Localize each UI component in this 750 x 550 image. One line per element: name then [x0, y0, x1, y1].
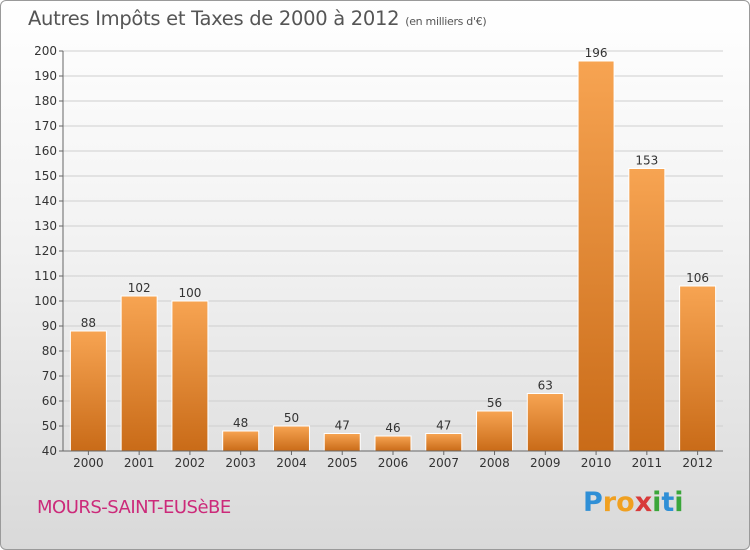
bar-2011 [628, 168, 666, 452]
x-tick-label-2012: 2012 [682, 456, 713, 470]
x-tick-label-2009: 2009 [530, 456, 561, 470]
logo-letter: P [583, 487, 603, 518]
logo-letter: i [674, 487, 684, 518]
bar-2006 [374, 435, 412, 452]
y-tick-label: 80 [42, 344, 57, 358]
bar-2010 [577, 60, 615, 452]
y-tick-label: 160 [34, 144, 57, 158]
logo-letter: r [602, 487, 617, 518]
y-tick-label: 70 [42, 369, 57, 383]
bar-2012 [679, 285, 717, 452]
logo-letter: i [652, 487, 662, 518]
y-axis: 40 50 60 70 80 90 100 110 120 130 140 150 160 170 180 1… [34, 44, 64, 458]
bar-2003 [222, 430, 260, 452]
logo-letter: t [661, 487, 675, 518]
x-axis: 2000 2001 2002 2003 2004 2005 2006 2007 2008 2009… [63, 450, 723, 470]
x-tick-label-2010: 2010 [581, 456, 612, 470]
x-tick-label-2001: 2001 [124, 456, 155, 470]
value-label-2008: 56 [487, 396, 502, 410]
value-label-2004: 50 [284, 411, 299, 425]
bar-2000 [69, 330, 107, 452]
x-tick-label-2006: 2006 [378, 456, 409, 470]
value-label-2005: 47 [335, 419, 350, 433]
proxiti-logo: Proxiti [583, 487, 684, 518]
bar-2002 [171, 300, 209, 452]
y-tick-label: 200 [34, 44, 57, 58]
bar-2004 [272, 425, 310, 452]
y-tick-label: 90 [42, 319, 57, 333]
bar-2009 [526, 393, 564, 452]
value-label-2010: 196 [585, 46, 608, 60]
y-tick-label: 140 [34, 194, 57, 208]
x-tick-label-2007: 2007 [428, 456, 459, 470]
value-label-2011: 153 [635, 154, 658, 168]
logo-letter: o [616, 487, 635, 518]
bars: 88 102 100 48 50 47 46 47 56 63 196 153 106 [69, 46, 717, 452]
y-tick-label: 190 [34, 69, 57, 83]
bar-2007 [425, 433, 463, 452]
bar-2008 [476, 410, 514, 452]
value-label-2012: 106 [686, 271, 709, 285]
x-tick-label-2002: 2002 [175, 456, 206, 470]
value-label-2001: 102 [128, 281, 151, 295]
y-tick-label: 130 [34, 219, 57, 233]
bar-2005 [323, 433, 361, 452]
y-tick-label: 150 [34, 169, 57, 183]
y-tick-label: 50 [42, 419, 57, 433]
y-tick-label: 170 [34, 119, 57, 133]
value-label-2007: 47 [436, 419, 451, 433]
value-label-2006: 46 [385, 421, 400, 435]
x-tick-label-2011: 2011 [632, 456, 663, 470]
y-tick-label: 110 [34, 269, 57, 283]
value-label-2000: 88 [81, 316, 96, 330]
x-tick-label-2005: 2005 [327, 456, 358, 470]
x-tick-label-2003: 2003 [225, 456, 256, 470]
y-tick-label: 100 [34, 294, 57, 308]
x-tick-label-2004: 2004 [276, 456, 307, 470]
chart-title: Autres Impôts et Taxes de 2000 à 2012 (en… [28, 7, 487, 30]
value-label-2003: 48 [233, 416, 248, 430]
y-tick-label: 60 [42, 394, 57, 408]
value-label-2009: 63 [538, 379, 553, 393]
logo-letter: x [634, 487, 653, 518]
x-tick-label-2000: 2000 [73, 456, 104, 470]
x-tick-label-2008: 2008 [479, 456, 510, 470]
y-tick-label: 180 [34, 94, 57, 108]
grid-lines [63, 50, 723, 452]
y-tick-label: 40 [42, 444, 57, 458]
value-label-2002: 100 [178, 286, 201, 300]
commune-name: MOURS-SAINT-EUSèBE [37, 497, 231, 518]
y-tick-label: 120 [34, 244, 57, 258]
chart-subtitle: (en milliers d'€) [405, 15, 487, 28]
chart-title-text: Autres Impôts et Taxes de 2000 à 2012 [28, 7, 400, 30]
bar-2001 [120, 295, 158, 452]
